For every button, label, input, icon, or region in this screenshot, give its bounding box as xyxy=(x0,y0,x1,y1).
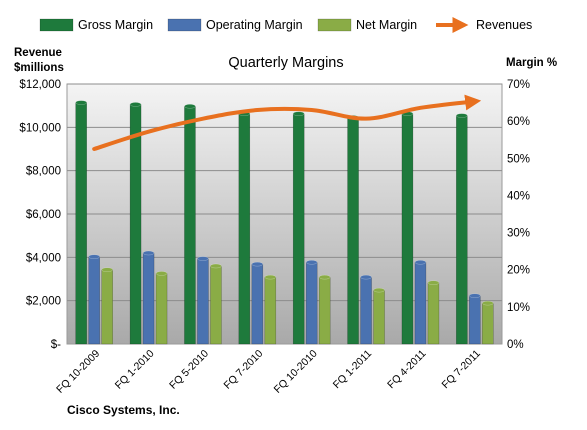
left-tick-label: $- xyxy=(51,339,61,351)
left-axis-title-line-1: Revenue xyxy=(14,47,62,59)
bar-cap xyxy=(482,300,494,306)
bar-operating-margin xyxy=(305,262,318,345)
bar-marks xyxy=(75,100,494,345)
bar-cap xyxy=(264,274,277,280)
bar-cap xyxy=(305,260,318,265)
bar-gross-margin xyxy=(129,104,142,345)
bar-net-margin xyxy=(210,265,222,345)
bar-cap xyxy=(251,261,264,267)
bar-cap xyxy=(88,254,100,259)
legend: Gross Margin Operating Margin Net Margin Re… xyxy=(39,17,532,33)
left-tick-label: $10,000 xyxy=(19,122,61,134)
bar-cap xyxy=(360,274,372,280)
revenue-line-path xyxy=(92,94,482,151)
legend-swatch-net-margin xyxy=(317,18,352,32)
chart-title: Quarterly Margins xyxy=(228,55,343,71)
bar-operating-margin xyxy=(360,276,372,345)
left-axis: $- $2,000 $4,000 $6,000 $8,000 $10,000 $12,000 xyxy=(19,79,61,351)
bar-cap xyxy=(292,111,305,116)
bar-operating-margin xyxy=(88,256,100,345)
right-tick-label: 70% xyxy=(507,79,530,91)
bar-net-margin xyxy=(101,269,113,345)
legend-label: Net Margin xyxy=(356,18,417,32)
bar-cap xyxy=(101,267,113,272)
bar-cap xyxy=(469,293,481,298)
bar-cap xyxy=(414,260,427,265)
bar-operating-margin xyxy=(414,262,427,345)
legend-label: Revenues xyxy=(476,18,532,32)
bar-cap xyxy=(373,287,385,293)
legend-swatch-operating-margin xyxy=(167,18,202,32)
bar-net-margin xyxy=(427,282,440,345)
legend-label: Gross Margin xyxy=(78,18,153,32)
bar-net-margin xyxy=(482,302,494,345)
left-tick-label: $2,000 xyxy=(26,296,61,308)
bar-operating-margin xyxy=(197,258,209,345)
right-tick-label: 60% xyxy=(507,116,530,128)
bar-gross-margin xyxy=(75,102,87,345)
bar-gross-margin xyxy=(401,113,414,345)
bar-cap xyxy=(129,102,142,107)
bar-cap xyxy=(318,274,331,280)
right-tick-label: 10% xyxy=(507,302,530,314)
company-name: Cisco Systems, Inc. xyxy=(67,403,180,417)
right-tick-label: 0% xyxy=(507,339,524,351)
bar-net-margin xyxy=(155,273,168,345)
bar-cap xyxy=(427,280,440,285)
left-tick-label: $8,000 xyxy=(26,166,61,178)
bar-gross-margin xyxy=(347,117,359,345)
left-tick-label: $4,000 xyxy=(26,252,61,264)
bar-cap xyxy=(155,271,168,276)
bar-cap xyxy=(456,113,468,118)
legend-label: Operating Margin xyxy=(206,18,303,32)
bar-gross-margin xyxy=(238,113,251,345)
bar-net-margin xyxy=(264,276,277,345)
bar-operating-margin xyxy=(142,252,155,345)
bar-gross-margin xyxy=(184,106,196,345)
revenue-line xyxy=(92,94,482,151)
right-axis: 0% 10% 20% 30% 40% 50% 60% 70% xyxy=(507,79,530,351)
bar-cap xyxy=(184,104,196,109)
right-tick-label: 40% xyxy=(507,190,530,202)
bar-cap xyxy=(142,250,155,256)
bar-gross-margin xyxy=(292,113,305,345)
bar-net-margin xyxy=(373,289,385,345)
left-axis-title-line-2: $millions xyxy=(14,62,64,74)
bar-cap xyxy=(75,100,87,105)
left-tick-label: $6,000 xyxy=(26,209,61,221)
bar-cap xyxy=(197,256,209,261)
right-axis-title: Margin % xyxy=(506,57,557,69)
bar-operating-margin xyxy=(251,263,264,345)
right-tick-label: 20% xyxy=(507,265,530,277)
right-tick-label: 50% xyxy=(507,153,530,165)
left-tick-label: $12,000 xyxy=(19,79,61,91)
bar-gross-margin xyxy=(456,115,468,345)
legend-swatch-gross-margin xyxy=(39,18,74,32)
right-tick-label: 30% xyxy=(507,228,530,240)
bar-operating-margin xyxy=(469,295,481,345)
bar-net-margin xyxy=(318,276,331,345)
bar-cap xyxy=(210,263,222,269)
